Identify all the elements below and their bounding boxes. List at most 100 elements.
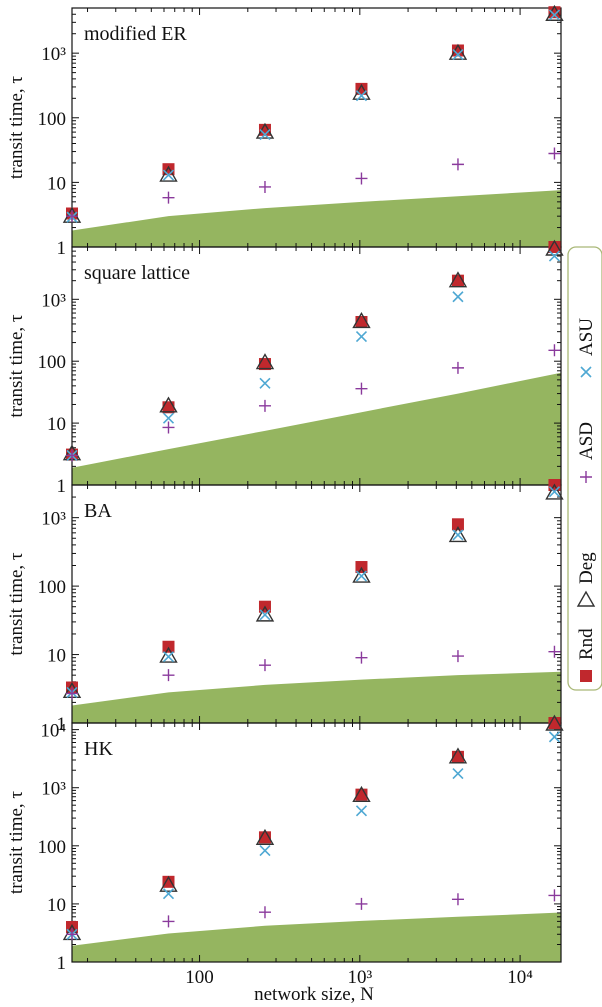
y-tick-label: 100: [38, 109, 67, 130]
legend-label-asd: ASD: [576, 422, 597, 460]
point-deg: [448, 747, 468, 764]
point-deg: [255, 828, 275, 845]
point-asu: [452, 529, 464, 541]
point-asu: [452, 768, 464, 780]
y-tick-label: 10: [47, 895, 66, 916]
lower-bound-band: [72, 372, 561, 485]
x-tick-label: 10⁴: [507, 967, 533, 988]
point-rnd: [162, 875, 175, 888]
point-asu: [548, 250, 561, 262]
legend-label-asu: ASU: [576, 318, 597, 356]
x-tick-label: 10³: [347, 967, 372, 988]
point-asd: [548, 344, 561, 357]
legend: Rnd Deg ASD ASU: [567, 246, 602, 691]
point-asd: [66, 928, 78, 941]
panel-title: HK: [84, 738, 113, 760]
point-asd: [355, 897, 368, 910]
point-asd: [162, 191, 175, 204]
point-asu: [259, 609, 271, 621]
legend-marker-asu: [580, 366, 592, 378]
lower-bound-band: [72, 190, 561, 247]
point-asu: [162, 412, 175, 424]
y-tick-label: 10: [47, 414, 66, 435]
y-tick-label: 10³: [41, 779, 66, 800]
panel-3: 1 10 100 10³ BA transit time, τ: [6, 479, 564, 735]
x-tick-labels: 100 10³ 10⁴: [185, 967, 533, 988]
legend-label-rnd: Rnd: [576, 628, 597, 660]
point-asu: [162, 888, 175, 900]
point-asd: [258, 906, 271, 919]
y-tick-label: 10³: [41, 290, 66, 311]
panel-2: 1 10 100 10³ square lattice transit time, τ: [6, 239, 564, 497]
panels-group: 1 10 100 10³ modified ER transit time, τ 1 10 10…: [6, 4, 564, 988]
point-asd: [66, 687, 78, 700]
point-asd: [451, 158, 464, 171]
legend-marker-rnd: [580, 670, 592, 682]
point-asd: [258, 399, 271, 412]
point-deg: [255, 605, 275, 622]
point-deg: [352, 311, 371, 329]
point-asd: [548, 889, 561, 902]
point-rnd: [451, 44, 464, 57]
point-asd: [451, 361, 464, 374]
point-deg: [159, 875, 178, 892]
point-asu: [548, 731, 561, 743]
y-tick-label: 10⁴: [40, 721, 66, 742]
point-asd: [451, 650, 464, 663]
y-axis-label: transit time, τ: [6, 76, 27, 180]
point-asu: [259, 128, 271, 141]
point-asd: [548, 147, 561, 160]
point-asd: [355, 172, 368, 185]
point-asu: [355, 570, 368, 582]
point-asu: [355, 331, 368, 343]
point-deg: [159, 396, 178, 413]
point-deg: [159, 646, 178, 663]
point-asd: [451, 893, 464, 906]
y-tick-label: 1: [57, 476, 67, 497]
series-markers: [62, 4, 564, 223]
point-asu: [452, 49, 464, 61]
point-asu: [548, 9, 561, 21]
point-rnd: [258, 123, 271, 136]
point-deg: [352, 566, 371, 583]
point-asd: [162, 915, 175, 928]
y-axis-label: transit time, τ: [6, 314, 27, 418]
y-tick-label: 100: [38, 577, 67, 598]
point-deg: [352, 785, 371, 803]
panel-4: 1 10 100 10³ 10⁴ HK transit time, τ: [6, 714, 564, 974]
lower-bound-band: [72, 671, 561, 723]
point-asu: [162, 651, 175, 663]
y-tick-label: 10: [47, 646, 66, 667]
point-asd: [548, 645, 561, 658]
x-axis-label: network size, N: [254, 984, 374, 1005]
point-asd: [258, 659, 271, 672]
plot-frame: [71, 722, 562, 963]
point-asd: [162, 669, 175, 682]
point-asd: [162, 421, 175, 434]
panel-title: BA: [84, 500, 112, 522]
y-tick-label: 1: [57, 714, 67, 735]
series-markers: [62, 239, 564, 462]
legend-marker-asd: [580, 471, 592, 483]
panel-title: square lattice: [84, 262, 190, 284]
point-asd: [66, 449, 78, 462]
point-deg: [545, 4, 564, 21]
point-deg: [159, 165, 178, 182]
y-axis-label: transit time, τ: [6, 791, 27, 895]
point-deg: [448, 526, 468, 543]
y-tick-label: 10³: [41, 44, 66, 65]
y-tick-label: 10: [47, 173, 66, 194]
lower-bound-band: [72, 912, 561, 962]
point-asd: [355, 651, 368, 664]
point-asd: [258, 180, 271, 193]
y-tick-label: 1: [57, 953, 67, 974]
y-tick-label: 10³: [41, 509, 66, 530]
point-asu: [355, 90, 368, 102]
point-asu: [259, 844, 271, 857]
legend-label-deg: Deg: [576, 552, 597, 584]
point-asu: [259, 377, 271, 389]
point-deg: [545, 714, 564, 731]
point-rnd: [548, 6, 561, 19]
point-rnd: [451, 518, 464, 531]
